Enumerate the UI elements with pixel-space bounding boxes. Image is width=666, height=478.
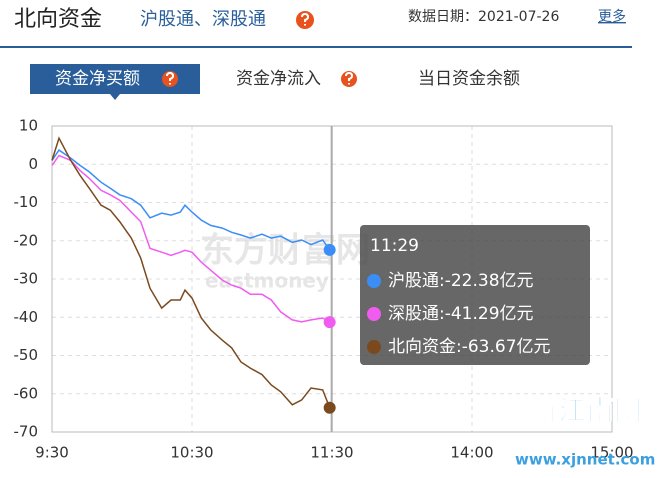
- subtitle[interactable]: 沪股通、深股通: [140, 9, 266, 30]
- y-tick-label: -50: [14, 346, 39, 364]
- y-tick-label: -60: [14, 384, 39, 402]
- legend-swatch: [367, 307, 381, 321]
- help-icon[interactable]: [341, 71, 357, 87]
- y-tick-label: -70: [14, 423, 39, 441]
- end-point: [323, 401, 336, 414]
- tab[interactable]: 资金净买额: [55, 69, 140, 89]
- x-tick-label: 15:00: [590, 444, 633, 462]
- y-tick-label: 10: [19, 117, 38, 135]
- series-line: [51, 149, 331, 251]
- watermark: www.xjnnet.com: [515, 451, 655, 469]
- tab-pointer: [110, 94, 120, 100]
- watermark: eastmoney: [205, 269, 329, 293]
- watermark: 东方财富网: [200, 231, 370, 271]
- legend-swatch: [367, 340, 381, 354]
- legend-swatch: [367, 274, 381, 288]
- legend-entry: 北向资金:-63.67亿元: [388, 337, 551, 357]
- tab[interactable]: 资金净流入: [236, 69, 321, 89]
- x-tick-label: 10:30: [170, 444, 213, 462]
- y-tick-label: -40: [14, 308, 39, 326]
- tooltip-box: [360, 225, 590, 365]
- x-tick-label: 9:30: [35, 444, 69, 462]
- tab[interactable]: 当日资金余额: [418, 69, 520, 89]
- y-tick-label: 0: [28, 155, 38, 173]
- y-tick-label: -10: [14, 193, 39, 211]
- end-point: [323, 243, 336, 256]
- series-line: [51, 136, 331, 409]
- header-rule: [0, 46, 632, 48]
- x-tick-label: 11:30: [310, 444, 353, 462]
- series-line: [51, 154, 331, 323]
- y-tick-label: -30: [14, 270, 39, 288]
- date: 数据日期：2021-07-26: [408, 9, 559, 25]
- end-point: [323, 316, 336, 329]
- tooltip-title: 11:29: [370, 236, 419, 256]
- y-tick-label: -20: [14, 231, 39, 249]
- legend-entry: 沪股通:-22.38亿元: [388, 271, 534, 291]
- help-icon[interactable]: [296, 11, 314, 29]
- title: 北向资金: [14, 7, 102, 32]
- legend-entry: 深股通:-41.29亿元: [388, 304, 534, 324]
- watermark: 新江南网: [530, 394, 642, 427]
- x-tick-label: 14:00: [450, 444, 493, 462]
- more-link[interactable]: 更多: [598, 8, 626, 25]
- help-icon[interactable]: [162, 71, 178, 87]
